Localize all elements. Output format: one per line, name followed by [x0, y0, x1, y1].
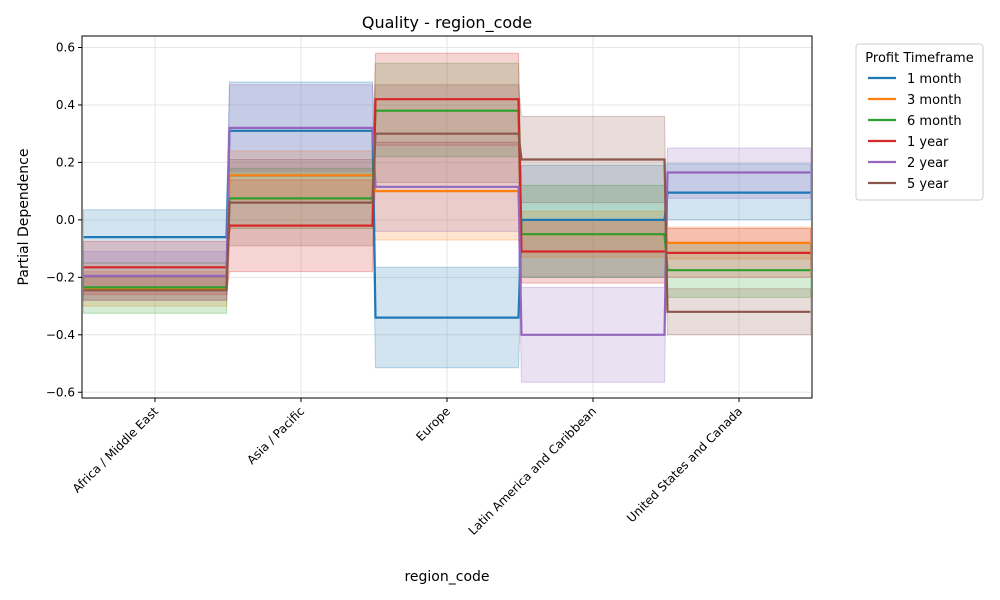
legend-items: 1 month 3 month 6 month 1 year 2 year 5 year: [868, 72, 962, 192]
y-tick-label: 0.0: [56, 213, 75, 227]
legend-label: 1 year: [907, 135, 949, 150]
y-tick-label: 0.4: [56, 98, 75, 112]
legend-title: Profit Timeframe: [865, 51, 973, 66]
legend-label: 2 year: [907, 156, 949, 171]
legend-label: 5 year: [907, 177, 949, 192]
y-tick-label: 0.2: [56, 155, 75, 169]
legend-item-1-month: 1 month: [868, 72, 962, 87]
series-line-5-year: [83, 132, 811, 313]
y-tick-label: 0.6: [56, 40, 75, 54]
x-tick-label: Latin America and Caribbean: [466, 404, 599, 537]
y-tick-label: −0.2: [46, 270, 75, 284]
x-tick-label: United States and Canada: [624, 404, 745, 525]
confidence-bands: [83, 52, 811, 383]
y-tick-label: −0.4: [46, 328, 75, 342]
legend-label: 6 month: [907, 114, 962, 129]
chart-title: Quality - region_code: [362, 13, 532, 33]
legend-label: 1 month: [907, 72, 962, 87]
x-tick-label: Asia / Pacific: [244, 404, 307, 467]
grid-layer: [82, 36, 812, 398]
series-lines: [83, 98, 811, 336]
y-axis-ticks: −0.6 −0.4 −0.2 0.0 0.2 0.4 0.6: [46, 40, 82, 399]
legend-item-5-year: 5 year: [868, 177, 949, 192]
legend-label: 3 month: [907, 93, 962, 108]
y-axis-label: Partial Dependence: [16, 149, 32, 286]
x-tick-label: Europe: [413, 404, 453, 444]
legend-item-6-month: 6 month: [868, 114, 962, 129]
legend-item-1-year: 1 year: [868, 135, 949, 150]
x-axis-ticks: Africa / Middle East Asia / Pacific Europe…: [70, 398, 745, 538]
y-tick-label: −0.6: [46, 385, 75, 399]
x-tick-label: Africa / Middle East: [70, 404, 162, 496]
legend-item-2-year: 2 year: [868, 156, 949, 171]
x-axis-label: region_code: [404, 569, 489, 585]
band-2-year: [83, 84, 811, 383]
legend-item-3-month: 3 month: [868, 93, 962, 108]
